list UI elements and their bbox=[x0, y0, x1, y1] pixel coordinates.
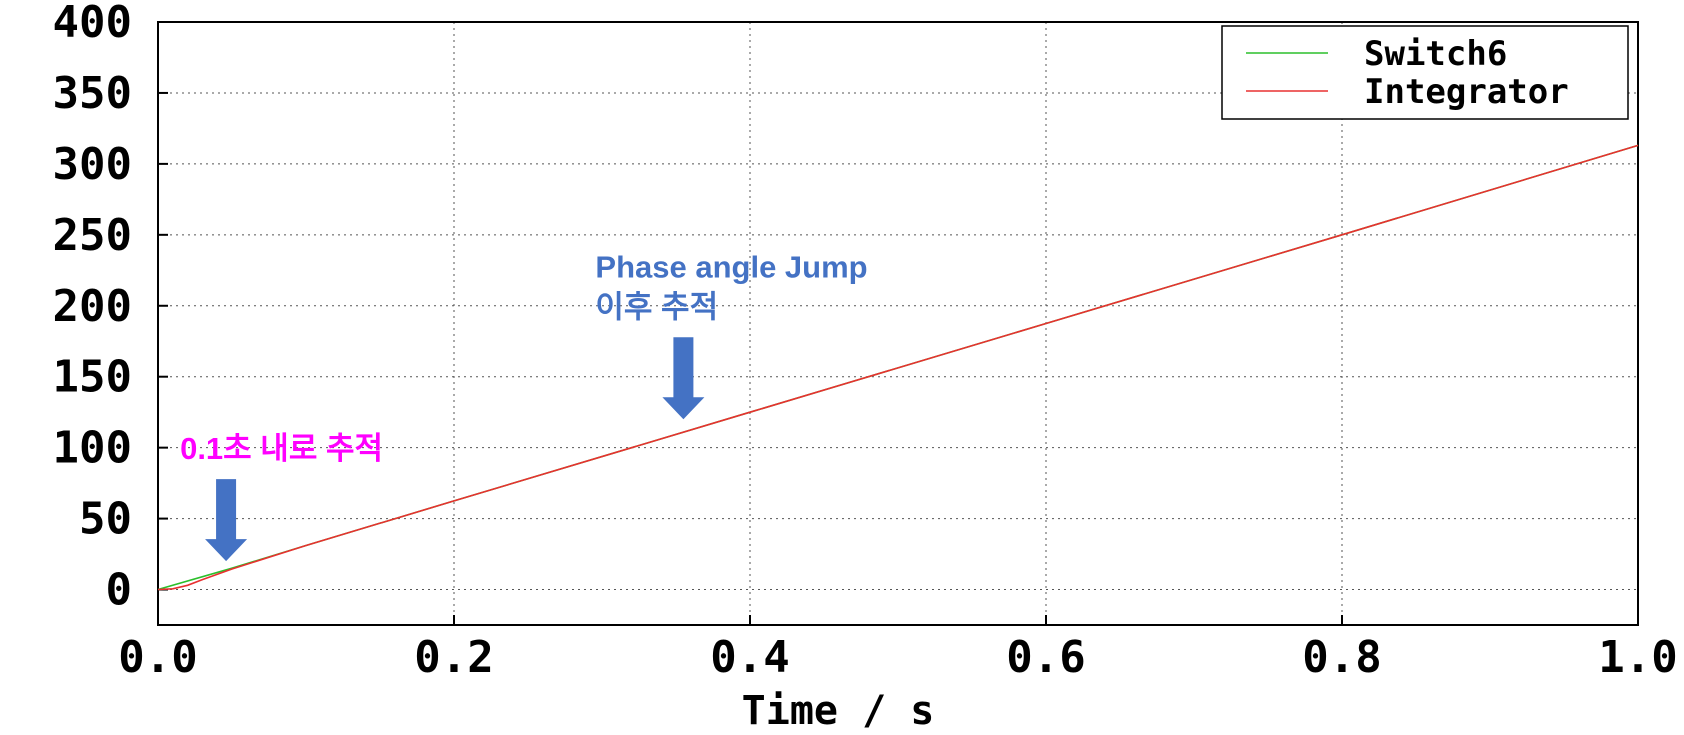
legend-box bbox=[1221, 25, 1629, 120]
y-tick-label: 300 bbox=[53, 139, 132, 190]
x-tick-label: 1.0 bbox=[1598, 632, 1677, 683]
annotation-text-jump: 이후 추적 bbox=[595, 289, 718, 324]
y-tick-label: 100 bbox=[53, 423, 132, 474]
annotation-arrow-jump bbox=[662, 337, 705, 420]
series-line-integrator bbox=[157, 144, 1639, 591]
grid-lines bbox=[158, 22, 1638, 625]
legend-label: Integrator bbox=[1364, 72, 1569, 112]
x-tick-label: 0.6 bbox=[1006, 632, 1085, 683]
x-axis-title: Time / s bbox=[742, 688, 935, 734]
x-tick-label: 0.2 bbox=[414, 632, 493, 683]
series-lines bbox=[157, 144, 1639, 591]
x-tick-label: 0.0 bbox=[118, 632, 197, 683]
annotation-text-jump: Phase angle Jump bbox=[595, 249, 867, 284]
y-tick-label: 350 bbox=[53, 68, 132, 119]
annotation-arrow-early bbox=[205, 479, 248, 562]
annotations: 0.1초 내로 추적 Phase angle Jump 이후 추적 bbox=[180, 249, 868, 562]
y-tick-label: 200 bbox=[53, 281, 132, 332]
axis-ticks: 0.0 0.2 0.4 0.6 0.8 1.0 0 50 100 150 200 250 300 350 4… bbox=[53, 0, 1678, 683]
y-tick-label: 0 bbox=[106, 565, 133, 616]
y-tick-label: 250 bbox=[53, 210, 132, 261]
legend-label: Switch6 bbox=[1364, 34, 1507, 74]
annotation-text-early: 0.1초 내로 추적 bbox=[180, 431, 383, 466]
plot-frame bbox=[157, 21, 1639, 626]
x-tick-label: 0.4 bbox=[710, 632, 789, 683]
x-tick-label: 0.8 bbox=[1302, 632, 1381, 683]
y-tick-label: 150 bbox=[53, 352, 132, 403]
y-tick-label: 400 bbox=[53, 0, 132, 48]
y-tick-label: 50 bbox=[79, 494, 132, 545]
